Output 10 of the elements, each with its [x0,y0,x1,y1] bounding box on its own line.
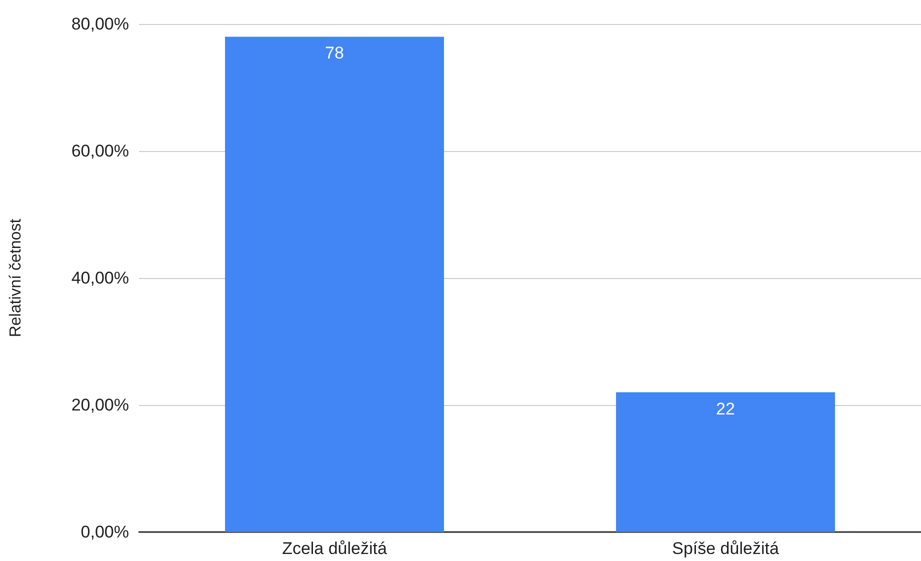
x-tick-label: Spíše důležitá [672,539,780,558]
y-tick-label: 20,00% [71,396,129,414]
x-tick-label: Zcela důležitá [282,539,388,558]
y-tick-label: 40,00% [71,268,129,288]
y-tick-label: 60,00% [71,142,129,160]
y-tick-label: 0,00% [80,522,129,542]
y-tick-label: 80,00% [71,14,129,34]
data-label: 22 [716,399,735,418]
data-label: 78 [325,44,344,63]
y-axis-title: Relativní četnost [8,218,24,338]
